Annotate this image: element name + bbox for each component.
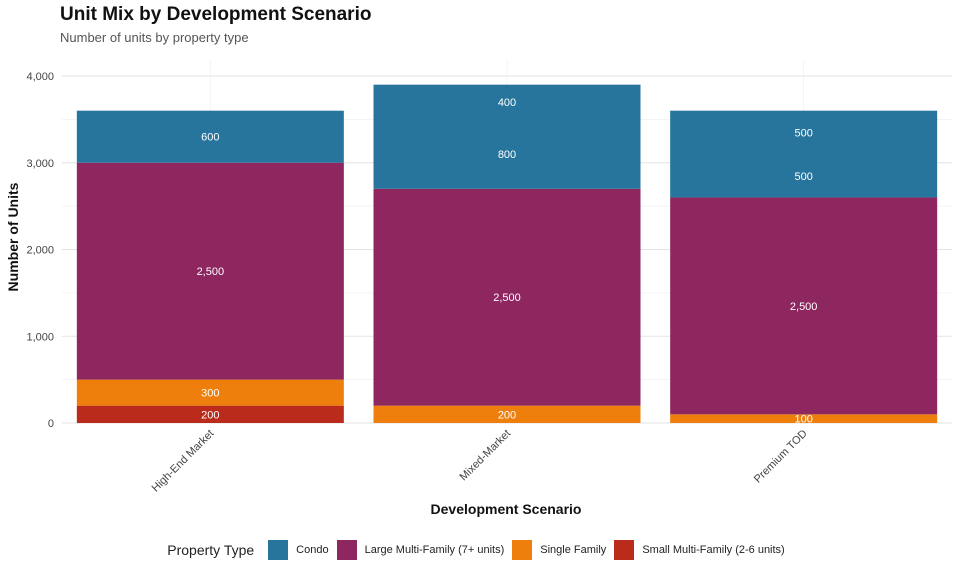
- legend-items: Condo Large Multi-Family (7+ units) Single…: [268, 540, 793, 560]
- bars: [76, 84, 938, 423]
- bar-segment: [76, 110, 344, 163]
- data-label: 2,500: [493, 292, 521, 304]
- bar-segment: [76, 405, 344, 423]
- data-label: 400: [498, 97, 516, 109]
- chart-title: Unit Mix by Development Scenario: [60, 4, 372, 25]
- x-axis-ticks: High-End Market Mixed-Market Premium TOD: [150, 428, 810, 495]
- legend: Property Type Condo Large Multi-Family (7…: [0, 536, 960, 564]
- data-labels: 200 300 2,500 600 200 2,500 800 400 100 2,500 500 5…: [197, 97, 818, 426]
- stacked-bar-chart: 200 300 2,500 600 200 2,500 800 400 100 2,500 500 5…: [5, 60, 952, 517]
- chart-subtitle: Number of units by property type: [60, 30, 249, 45]
- x-axis-label: Development Scenario: [431, 501, 582, 517]
- data-label: 800: [498, 149, 516, 161]
- legend-swatch: [336, 540, 357, 560]
- legend-item: Condo: [268, 540, 329, 560]
- legend-label: Small Multi-Family (2-6 units): [642, 544, 785, 556]
- data-label: 600: [201, 132, 219, 144]
- bar-segment: [670, 414, 938, 423]
- bar-segment: [670, 110, 938, 198]
- bar-segment: [76, 379, 344, 406]
- data-label: 2,500: [790, 301, 818, 313]
- bar-segment: [373, 188, 641, 406]
- x-tick-label: Mixed-Market: [458, 428, 514, 484]
- data-label: 200: [498, 409, 516, 421]
- bar-segment: [373, 405, 641, 423]
- y-tick-label: 4,000: [26, 71, 54, 83]
- data-label: 200: [201, 409, 219, 421]
- data-label: 2,500: [197, 266, 225, 278]
- bar-segment: [373, 84, 641, 189]
- bar-segment: [76, 162, 344, 380]
- legend-swatch: [614, 540, 635, 560]
- legend-label: Single Family: [540, 544, 607, 556]
- y-tick-label: 2,000: [26, 245, 54, 257]
- y-axis-label: Number of Units: [5, 182, 21, 291]
- legend-swatch: [268, 540, 289, 560]
- y-tick-label: 3,000: [26, 158, 54, 170]
- data-label: 300: [201, 388, 219, 400]
- y-tick-label: 0: [48, 418, 54, 430]
- legend-label: Condo: [296, 544, 329, 556]
- legend-item: Large Multi-Family (7+ units): [336, 540, 505, 560]
- data-label: 500: [794, 171, 812, 183]
- x-tick-label: High-End Market: [150, 428, 217, 495]
- legend-label: Large Multi-Family (7+ units): [364, 544, 505, 556]
- y-axis-ticks: 0 1,000 2,000 3,000 4,000: [26, 71, 54, 430]
- legend-item: Small Multi-Family (2-6 units): [614, 540, 785, 560]
- legend-swatch: [512, 540, 533, 560]
- x-tick-label: Premium TOD: [752, 428, 810, 486]
- y-tick-label: 1,000: [26, 331, 54, 343]
- bar-segment: [670, 197, 938, 415]
- data-label: 500: [794, 127, 812, 139]
- data-label: 100: [794, 414, 812, 426]
- legend-title: Property Type: [167, 542, 255, 558]
- legend-item: Single Family: [512, 540, 606, 560]
